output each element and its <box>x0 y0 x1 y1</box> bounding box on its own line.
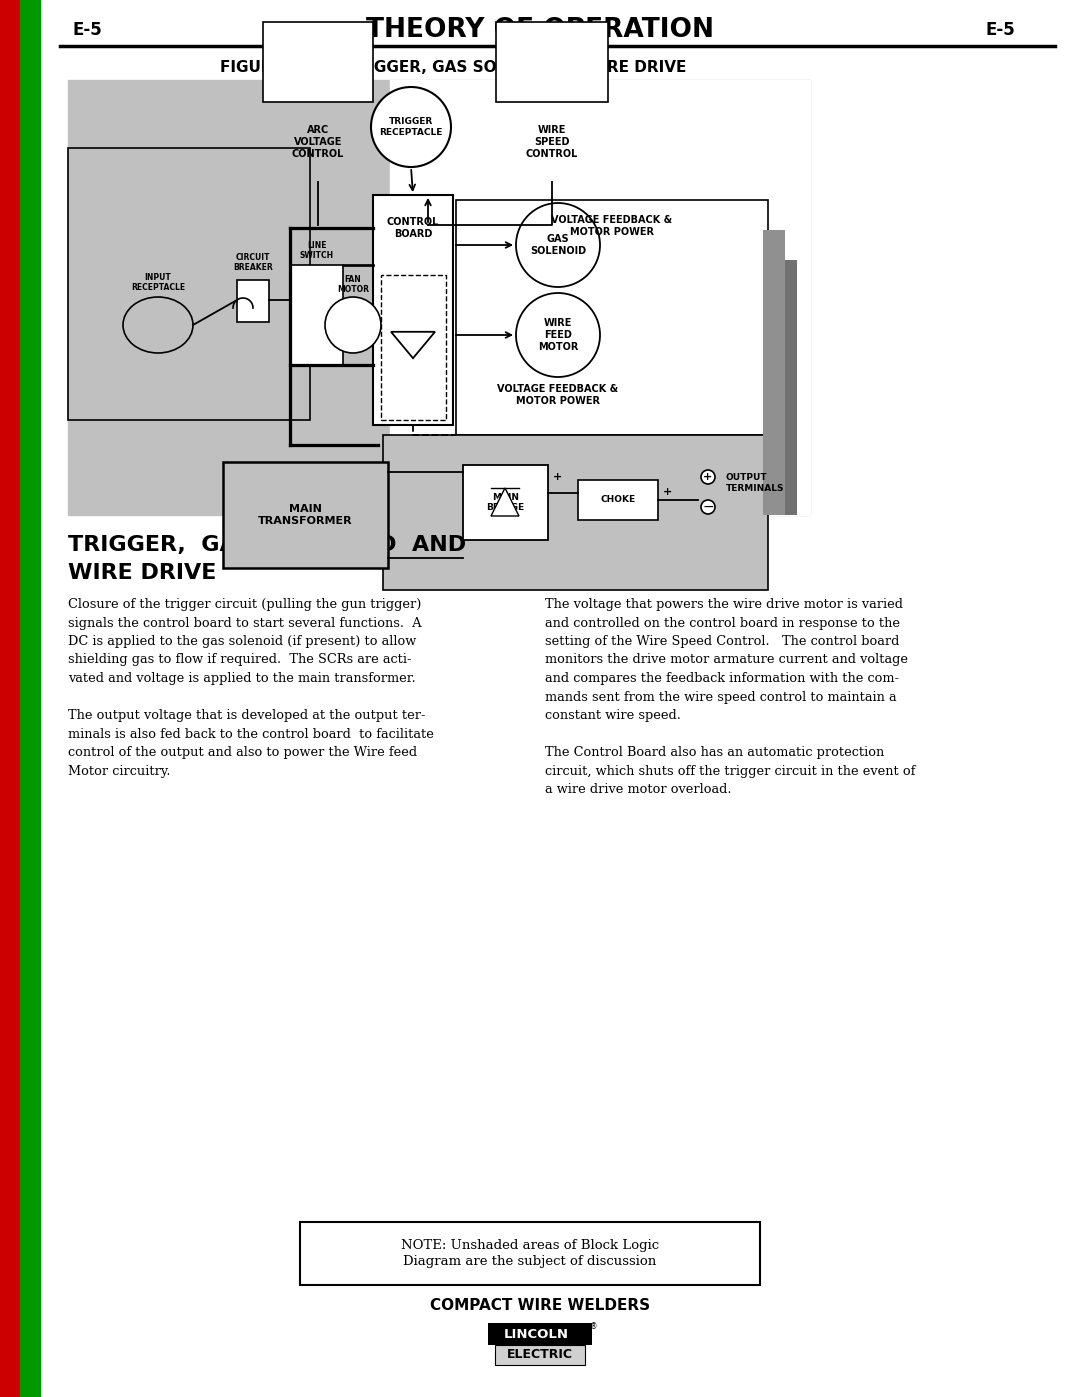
Bar <box>21 0 40 1397</box>
Text: Return to Master TOC: Return to Master TOC <box>25 134 33 236</box>
Polygon shape <box>491 488 519 515</box>
Text: Closure of the trigger circuit (pulling the gun trigger)
signals the control boa: Closure of the trigger circuit (pulling … <box>68 598 434 778</box>
Bar <box>578 481 658 520</box>
Bar <box>390 80 810 515</box>
Text: TRIGGER,  GAS  SOLENOID  AND: TRIGGER, GAS SOLENOID AND <box>68 535 467 555</box>
Bar <box>68 148 310 420</box>
Text: TRIGGER
RECEPTACLE: TRIGGER RECEPTACLE <box>379 117 443 137</box>
Bar <box>762 231 785 515</box>
Text: +: + <box>553 472 563 482</box>
Text: OUTPUT
TERMINALS: OUTPUT TERMINALS <box>726 474 784 493</box>
Bar <box>222 462 388 569</box>
Text: MAIN
BRIDGE: MAIN BRIDGE <box>486 493 525 513</box>
Text: THEORY OF OPERATION: THEORY OF OPERATION <box>366 17 714 43</box>
Text: ®: ® <box>590 1323 597 1331</box>
Bar <box>496 22 608 102</box>
Text: Return to Section TOC: Return to Section TOC <box>4 133 14 237</box>
Bar <box>785 260 797 515</box>
Text: The voltage that powers the wire drive motor is varied
and controlled on the con: The voltage that powers the wire drive m… <box>545 598 916 796</box>
Text: CIRCUIT
BREAKER: CIRCUIT BREAKER <box>233 253 273 272</box>
Circle shape <box>372 87 451 168</box>
Text: COMPACT WIRE WELDERS: COMPACT WIRE WELDERS <box>430 1298 650 1313</box>
Circle shape <box>516 293 600 377</box>
Text: GAS
SOLENOID: GAS SOLENOID <box>530 235 586 256</box>
Text: LINE
SWITCH: LINE SWITCH <box>299 240 334 260</box>
Text: INPUT
RECEPTACLE: INPUT RECEPTACLE <box>131 272 185 292</box>
Circle shape <box>701 469 715 483</box>
Text: MAIN
TRANSFORMER: MAIN TRANSFORMER <box>258 504 353 525</box>
Text: ARC
VOLTAGE
CONTROL: ARC VOLTAGE CONTROL <box>292 126 345 159</box>
Bar <box>291 265 343 365</box>
Bar <box>300 1222 760 1285</box>
Text: WIRE DRIVE: WIRE DRIVE <box>68 563 216 583</box>
Circle shape <box>516 203 600 286</box>
Text: FIGURE  E.5 — TRIGGER, GAS SOLENOID & WIRE DRIVE: FIGURE E.5 — TRIGGER, GAS SOLENOID & WIR… <box>220 60 686 75</box>
Bar <box>381 275 446 420</box>
Bar <box>0 0 21 1397</box>
Text: FAN
MOTOR: FAN MOTOR <box>337 275 369 293</box>
Bar <box>495 1345 585 1365</box>
Text: −: − <box>702 500 714 514</box>
Text: Return to Master TOC: Return to Master TOC <box>25 1179 33 1281</box>
Bar <box>264 22 373 102</box>
Bar <box>237 279 269 321</box>
Text: Return to Section TOC: Return to Section TOC <box>4 478 14 583</box>
Text: E-5: E-5 <box>72 21 102 39</box>
Text: Return to Section TOC: Return to Section TOC <box>4 1178 14 1282</box>
Text: VOLTAGE FEEDBACK &
MOTOR POWER: VOLTAGE FEEDBACK & MOTOR POWER <box>552 215 673 236</box>
Text: Return to Section TOC: Return to Section TOC <box>4 827 14 933</box>
Text: Return to Master TOC: Return to Master TOC <box>25 479 33 581</box>
Bar <box>68 80 810 515</box>
Ellipse shape <box>123 298 193 353</box>
Text: NOTE: Unshaded areas of Block Logic
Diagram are the subject of discussion: NOTE: Unshaded areas of Block Logic Diag… <box>401 1239 659 1267</box>
Circle shape <box>701 500 715 514</box>
Text: E-5: E-5 <box>985 21 1015 39</box>
Text: VOLTAGE FEEDBACK &
MOTOR POWER: VOLTAGE FEEDBACK & MOTOR POWER <box>498 384 619 405</box>
Bar <box>488 1323 592 1345</box>
Bar <box>373 196 453 425</box>
Circle shape <box>325 298 381 353</box>
Bar <box>463 465 548 541</box>
Polygon shape <box>391 332 435 358</box>
Text: WIRE
FEED
MOTOR: WIRE FEED MOTOR <box>538 319 578 352</box>
Bar <box>383 434 768 590</box>
Text: ELECTRIC: ELECTRIC <box>507 1348 573 1362</box>
Bar <box>456 200 768 434</box>
Text: CHOKE: CHOKE <box>600 496 635 504</box>
Text: +: + <box>663 488 672 497</box>
Text: WIRE
SPEED
CONTROL: WIRE SPEED CONTROL <box>526 126 578 159</box>
Text: LINCOLN: LINCOLN <box>503 1327 568 1341</box>
Text: CONTROL
BOARD: CONTROL BOARD <box>387 217 440 239</box>
Text: +: + <box>703 472 713 482</box>
Text: Return to Master TOC: Return to Master TOC <box>25 828 33 932</box>
